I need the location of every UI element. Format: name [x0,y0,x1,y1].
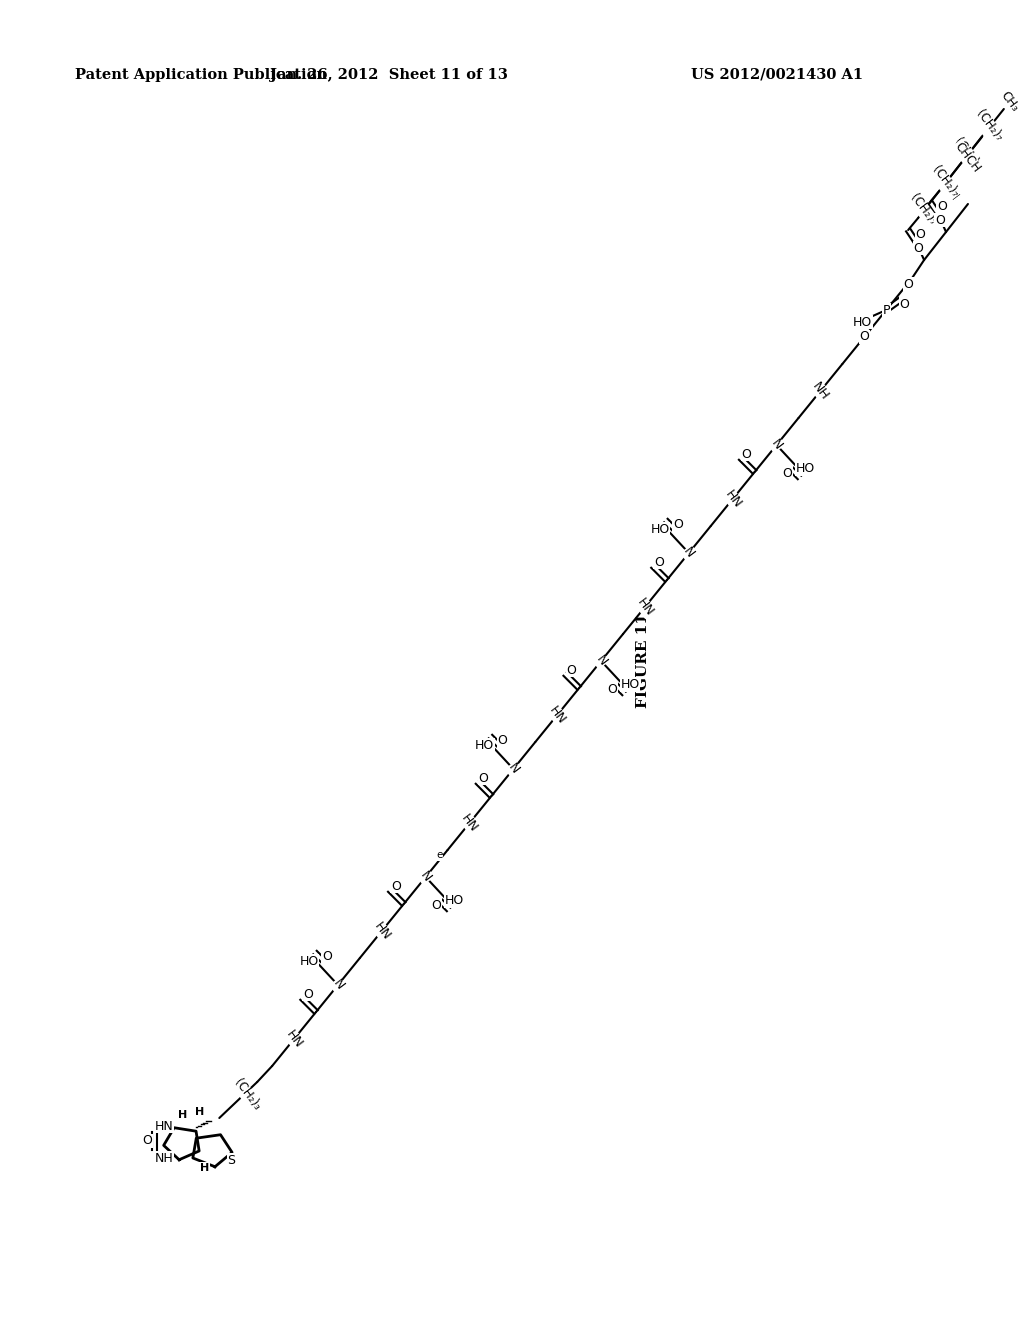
Text: O: O [915,227,925,240]
Text: O: O [654,556,664,569]
Text: CH₃: CH₃ [998,90,1022,115]
Text: CHCH: CHCH [930,168,961,202]
Text: HO: HO [853,315,871,329]
Text: Jan. 26, 2012  Sheet 11 of 13: Jan. 26, 2012 Sheet 11 of 13 [270,69,508,82]
Text: Patent Application Publication: Patent Application Publication [75,69,327,82]
Text: H: H [178,1110,187,1119]
Text: O: O [391,879,400,892]
Text: N: N [593,653,609,669]
Text: HO: HO [475,739,494,752]
Text: HN: HN [722,487,743,511]
Text: HN: HN [547,704,568,726]
Text: (CH₂)₇: (CH₂)₇ [907,191,939,228]
Text: O: O [303,987,313,1001]
Text: N: N [769,437,784,453]
Text: O: O [935,214,945,227]
Text: HN: HN [155,1119,174,1133]
Text: (CH₂)₃: (CH₂)₃ [231,1077,263,1113]
Text: HO: HO [621,678,640,690]
Text: NH: NH [810,380,831,403]
Text: HO: HO [445,894,464,907]
Text: HO: HO [650,523,670,536]
Text: O: O [498,734,507,747]
Text: US 2012/0021430 A1: US 2012/0021430 A1 [691,69,863,82]
Text: O: O [607,682,617,696]
Text: NH: NH [155,1151,174,1164]
Text: O: O [859,330,869,343]
Text: O: O [899,297,909,310]
Text: (CH₂)₇: (CH₂)₇ [973,108,1005,144]
Text: FIGURE 11: FIGURE 11 [636,612,650,708]
Text: (CH₂)₇: (CH₂)₇ [929,164,961,201]
Text: HO: HO [299,956,318,968]
Text: HN: HN [371,920,392,942]
Text: CH₃: CH₃ [976,117,999,143]
Text: N: N [506,762,521,776]
Text: N: N [681,545,697,561]
Text: HN: HN [459,812,480,834]
Text: S: S [227,1154,236,1167]
Text: P: P [883,304,890,317]
Text: HO: HO [796,462,815,475]
Text: O: O [566,664,577,676]
Text: N: N [330,977,346,993]
Text: H: H [200,1163,209,1173]
Text: O: O [432,899,441,912]
Text: O: O [741,447,752,461]
Text: O: O [673,517,683,531]
Text: O: O [937,199,947,213]
Text: HN: HN [284,1027,305,1051]
Text: O: O [142,1134,153,1147]
Text: O: O [478,771,488,784]
Text: O: O [913,242,923,255]
Text: (CH₂)₇: (CH₂)₇ [951,136,983,172]
Text: O: O [322,950,332,964]
Text: O: O [782,467,793,480]
Text: N: N [418,870,434,884]
Text: O: O [903,277,913,290]
Text: e: e [436,850,442,861]
Text: H: H [195,1107,204,1117]
Text: HN: HN [634,595,655,618]
Text: CHCH: CHCH [951,140,982,174]
